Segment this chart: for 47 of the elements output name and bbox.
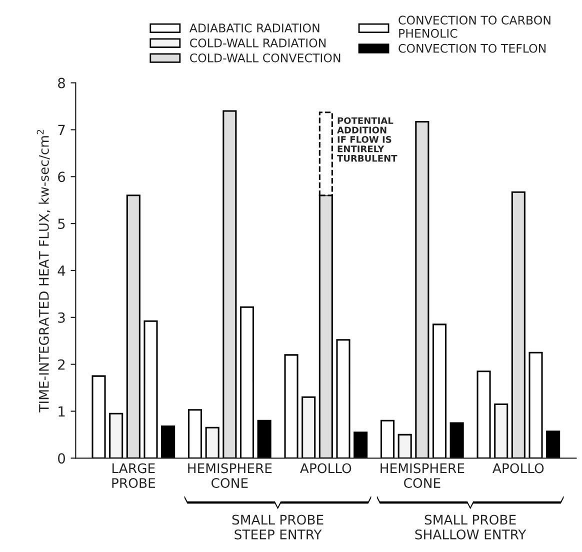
text: SMALL PROBE SHALLOW ENTRY bbox=[415, 514, 526, 540]
y-tick-label: 0 bbox=[58, 453, 66, 464]
bar bbox=[546, 430, 560, 458]
bar bbox=[398, 434, 412, 458]
bar bbox=[284, 354, 298, 458]
bar bbox=[109, 412, 124, 458]
legend-label: ADIABATIC RADIATION bbox=[189, 24, 320, 32]
bar bbox=[126, 194, 140, 458]
bar bbox=[161, 425, 176, 458]
bar bbox=[511, 191, 526, 458]
y-tick-label: 4 bbox=[58, 266, 66, 276]
bar bbox=[450, 422, 464, 458]
bar bbox=[240, 306, 254, 458]
bar bbox=[302, 396, 316, 458]
y-axis-title: TIME-INTEGRATED HEAT FLUX, kw-sec/cm$^{2}$ bbox=[36, 130, 50, 412]
bar bbox=[336, 339, 350, 458]
bar bbox=[432, 324, 447, 458]
x-tick-label: HEMISPHERE CONE bbox=[380, 463, 464, 488]
x-tick-label: APOLLO bbox=[300, 463, 352, 474]
legend-label: COLD-WALL RADIATION bbox=[190, 38, 326, 48]
bar bbox=[415, 120, 430, 458]
bar bbox=[92, 375, 106, 458]
y-tick-label: 3 bbox=[58, 312, 65, 323]
bar bbox=[222, 110, 237, 458]
bar bbox=[205, 426, 220, 458]
legend-label: COLD-WALL CONVECTION bbox=[190, 53, 340, 62]
legend-label: CONVECTION TO CARBON PHENOLIC bbox=[398, 16, 550, 38]
y-tick-label: 2 bbox=[58, 359, 65, 370]
y-tick-label: 6 bbox=[58, 172, 66, 182]
bar bbox=[494, 403, 508, 458]
legend-label: CONVECTION TO TEFLON bbox=[398, 44, 546, 53]
x-tick-label: APOLLO bbox=[492, 463, 544, 474]
bar bbox=[257, 420, 272, 458]
x-tick-label: LARGE PROBE bbox=[112, 463, 156, 488]
annotation: POTENTIAL ADDITION IF FLOW IS ENTIRELY TURBULENT bbox=[337, 117, 398, 162]
y-tick-label: 8 bbox=[58, 78, 65, 88]
y-tick-label: 1 bbox=[58, 406, 65, 417]
text: SMALL PROBE STEEP ENTRY bbox=[232, 514, 324, 540]
bar bbox=[188, 409, 202, 458]
bar bbox=[476, 370, 491, 458]
bar bbox=[144, 320, 158, 458]
x-tick-label: HEMISPHERE CONE bbox=[188, 463, 272, 488]
y-tick-label: 7 bbox=[58, 124, 65, 135]
bar bbox=[354, 432, 368, 458]
bar bbox=[380, 420, 395, 458]
y-tick-label: 5 bbox=[58, 218, 65, 230]
bar bbox=[528, 352, 543, 458]
